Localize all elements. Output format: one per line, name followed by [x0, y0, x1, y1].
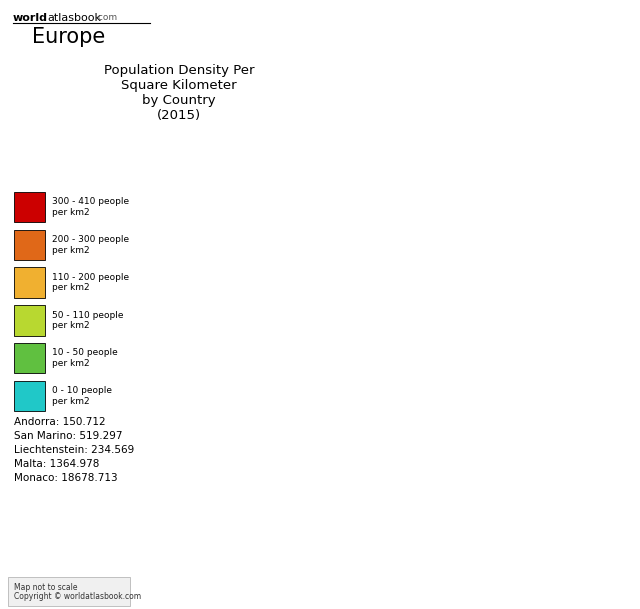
Text: Copyright © worldatlasbook.com: Copyright © worldatlasbook.com	[14, 592, 141, 601]
Text: 300 - 410 people
per km2: 300 - 410 people per km2	[52, 197, 130, 217]
Text: 10 - 50 people
per km2: 10 - 50 people per km2	[52, 348, 118, 368]
Text: Map not to scale: Map not to scale	[14, 583, 77, 593]
Text: 200 - 300 people
per km2: 200 - 300 people per km2	[52, 235, 130, 255]
Text: 0 - 10 people
per km2: 0 - 10 people per km2	[52, 386, 113, 406]
Text: Population Density Per
Square Kilometer
by Country
(2015): Population Density Per Square Kilometer …	[104, 64, 255, 122]
Text: Andorra: 150.712
San Marino: 519.297
Liechtenstein: 234.569
Malta: 1364.978
Mona: Andorra: 150.712 San Marino: 519.297 Lie…	[14, 417, 134, 483]
Text: atlasbook: atlasbook	[47, 13, 101, 23]
Text: 50 - 110 people
per km2: 50 - 110 people per km2	[52, 311, 124, 330]
Text: Europe: Europe	[32, 27, 105, 48]
Text: world: world	[13, 13, 48, 23]
Text: 110 - 200 people
per km2: 110 - 200 people per km2	[52, 273, 130, 292]
Text: .com: .com	[95, 13, 117, 23]
